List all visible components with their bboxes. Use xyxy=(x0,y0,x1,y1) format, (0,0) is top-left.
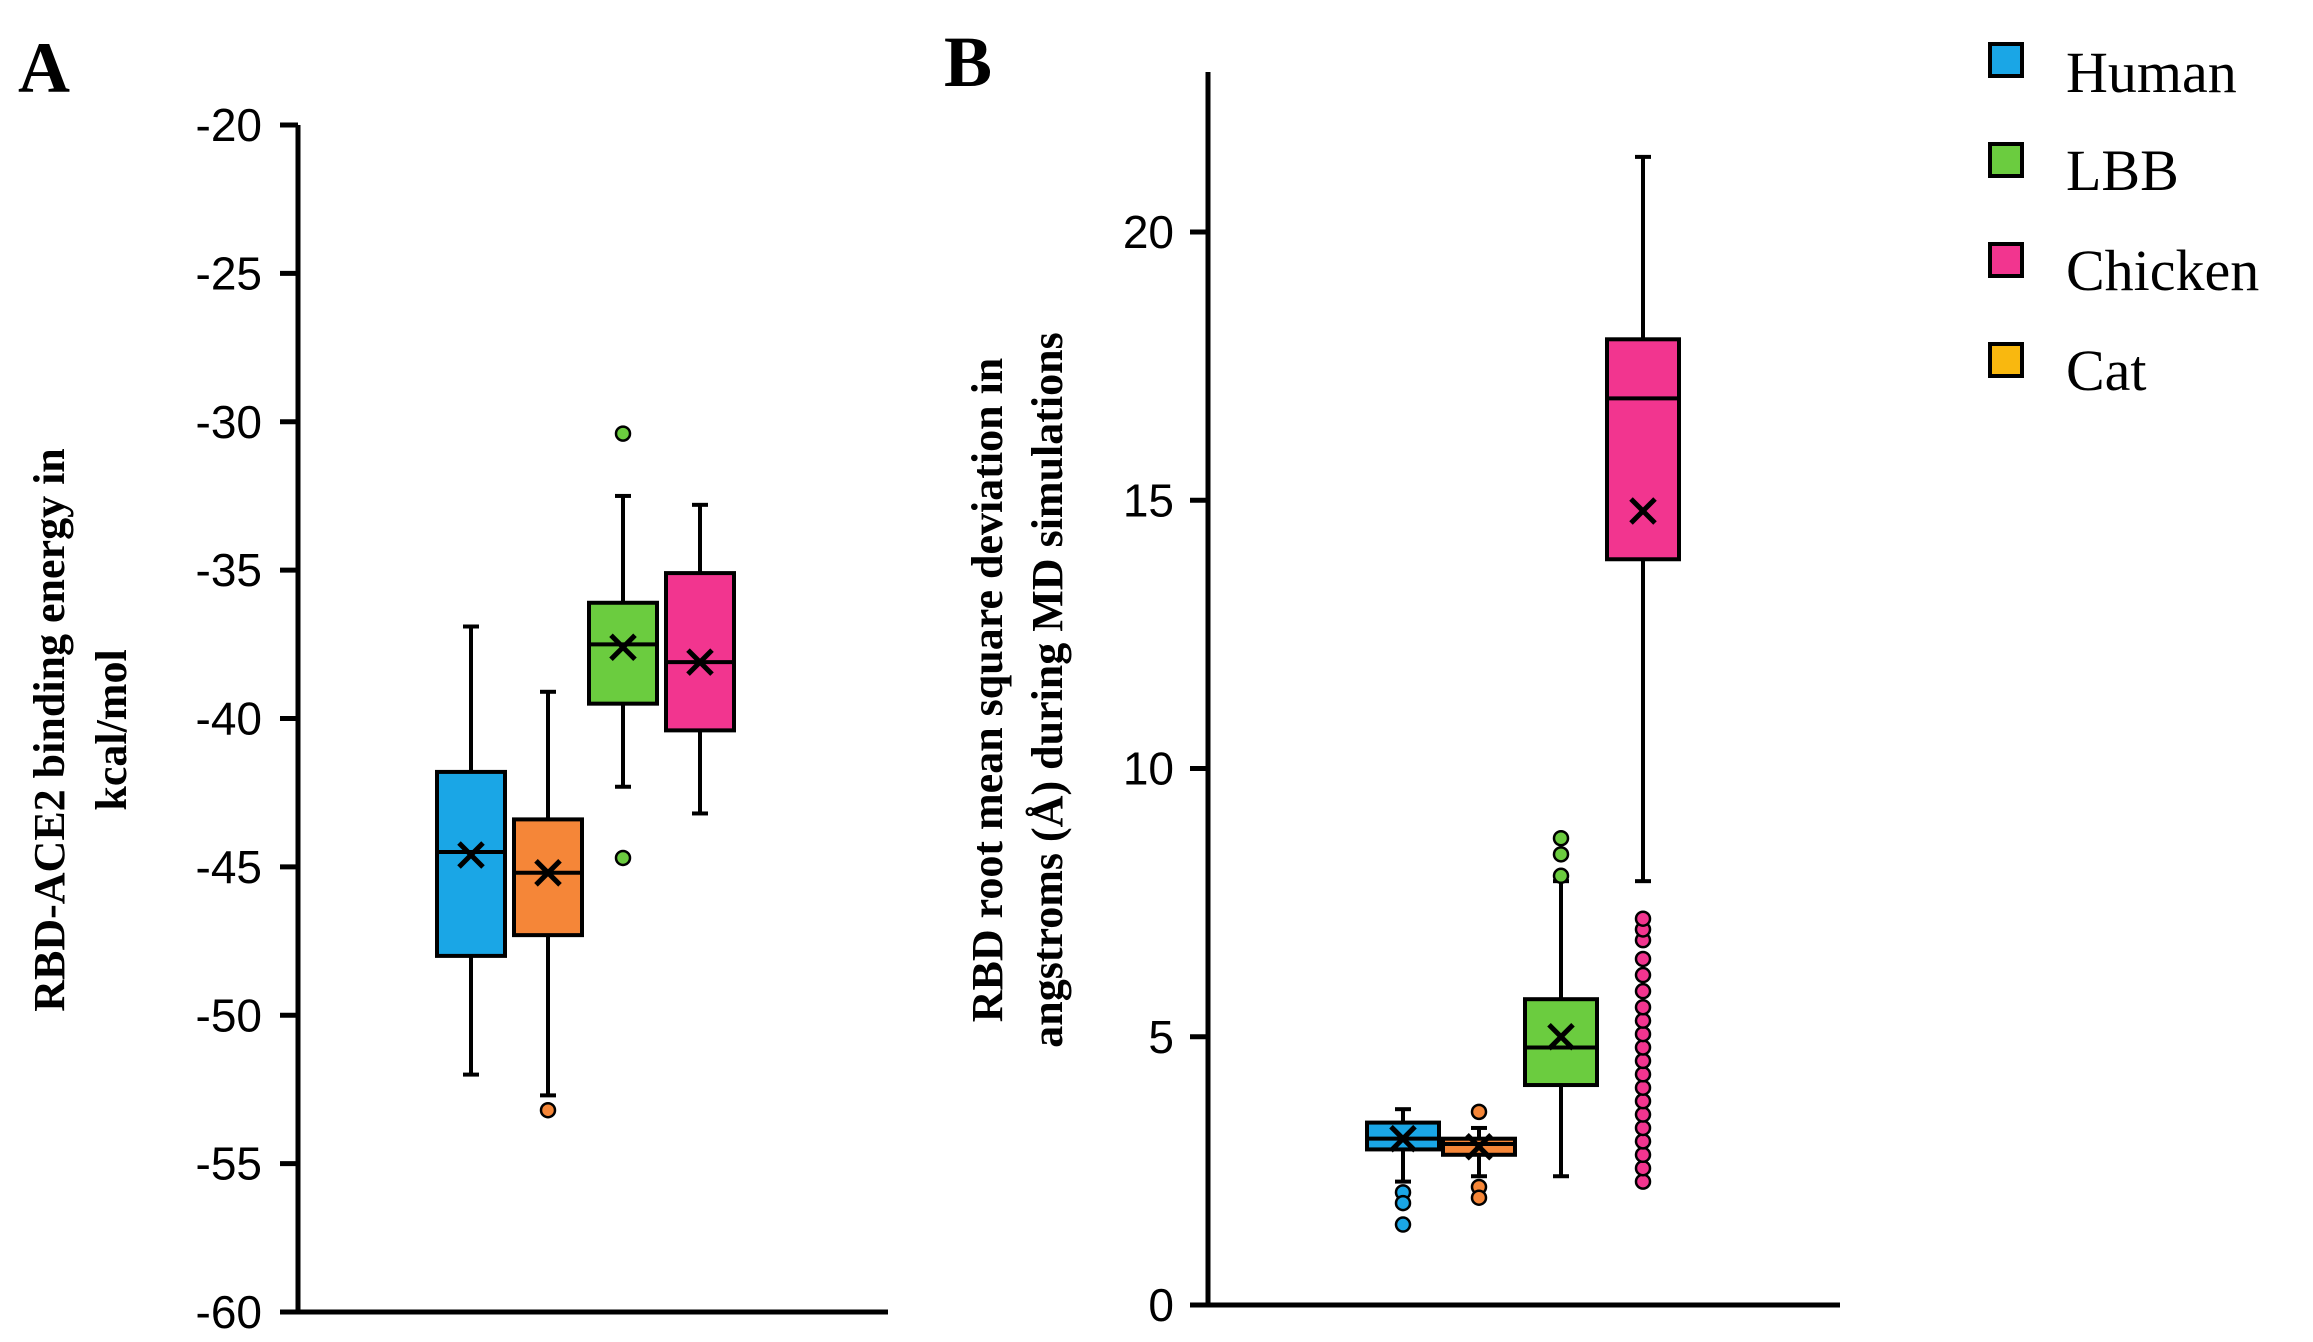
legend-swatch-human xyxy=(1988,42,2024,78)
panel-a-mean-marker-cat xyxy=(534,859,562,887)
panel-a-box-lbb xyxy=(587,425,659,867)
legend-label-human: Human xyxy=(2066,40,2237,105)
panel-a-axes: -20 -25 -30 -35 -40 -45 -50 -55 -60 xyxy=(196,99,888,1338)
panel-a-y-axis-label-line-2: kcal/mol xyxy=(87,649,136,810)
panel-b-outlier-lbb xyxy=(1552,829,1570,847)
panel-b-outlier-lbb xyxy=(1552,846,1570,863)
panel-b-y-tick-label: 10 xyxy=(1123,743,1174,795)
panel-a-boxes xyxy=(435,425,736,1119)
panel-b-boxes xyxy=(1365,154,1681,1233)
panel-a-outlier-cat xyxy=(539,1101,557,1119)
panel-b-outlier-chicken xyxy=(1634,1173,1652,1190)
panel-b-axes: 0 5 10 15 20 xyxy=(1123,72,1840,1331)
panel-a-y-tick-label: -50 xyxy=(196,989,262,1041)
panel-a-mean-marker-lbb xyxy=(609,633,637,662)
panel-b-letter: B xyxy=(944,22,992,102)
panel-a-iqr-box-cat xyxy=(512,817,584,938)
legend-item-human: Human xyxy=(1988,40,2237,105)
panel-b-y-axis-label: RBD root mean square deviation in angstr… xyxy=(963,332,1072,1047)
panel-b-outlier-chicken xyxy=(1634,982,1652,1000)
panel-a-y-tick-label: -25 xyxy=(196,247,262,299)
legend-label-lbb: LBB xyxy=(2066,138,2179,203)
panel-a-y-tick-label: -35 xyxy=(196,544,262,596)
panel-b-outlier-chicken xyxy=(1634,1039,1652,1056)
panel-a-box-chicken xyxy=(664,502,736,816)
panel-a-letter: A xyxy=(18,28,70,108)
panel-a-y-tick-label: -30 xyxy=(196,396,262,448)
panel-a-iqr-box-lbb xyxy=(587,600,659,706)
panel-a-mean-marker-human xyxy=(457,841,485,869)
legend-label-chicken: Chicken xyxy=(2066,238,2259,303)
panel-b-box-cat xyxy=(1441,1103,1517,1206)
panel-a-box-human xyxy=(435,624,507,1077)
panel-a-y-tick-label: -40 xyxy=(196,693,262,745)
panel-a-outlier-lbb xyxy=(614,425,632,442)
panel-b-outlier-chicken xyxy=(1634,1079,1652,1096)
panel-b-outlier-chicken xyxy=(1634,910,1652,927)
legend-item-cat: Cat xyxy=(1988,338,2147,403)
panel-b-y-tick-label: 0 xyxy=(1148,1279,1174,1331)
panel-b-y-axis-label-line-2: angstroms (Å) during MD simulations xyxy=(1023,332,1072,1047)
panel-a-y-axis-label: RBD-ACE2 binding energy in kcal/mol xyxy=(25,448,136,1012)
legend-label-cat: Cat xyxy=(2066,338,2147,403)
panel-a: A RBD-ACE2 binding energy in kcal/mol -2… xyxy=(18,28,888,1338)
legend-swatch-chicken xyxy=(1988,242,2024,278)
panel-b-iqr-box-lbb xyxy=(1523,997,1599,1088)
panel-b-y-axis-label-line-1: RBD root mean square deviation in xyxy=(963,358,1012,1023)
panel-a-y-axis-label-line-1: RBD-ACE2 binding energy in xyxy=(25,448,74,1012)
panel-b-mean-marker-cat xyxy=(1465,1132,1493,1161)
panel-b-outlier-chicken xyxy=(1634,1066,1652,1083)
panel-b-box-lbb xyxy=(1523,829,1599,1179)
panel-b-outlier-human xyxy=(1394,1194,1412,1212)
panel-b-outlier-chicken xyxy=(1634,1025,1652,1043)
panel-a-y-tick-label: -60 xyxy=(196,1286,262,1338)
panel-b-mean-marker-human xyxy=(1389,1124,1417,1153)
panel-b-y-tick-label: 5 xyxy=(1148,1011,1174,1063)
legend-swatch-lbb xyxy=(1988,142,2024,178)
legend-swatch-cat xyxy=(1988,342,2024,378)
panel-a-y-tick-label: -55 xyxy=(196,1138,262,1190)
panel-b-iqr-box-chicken xyxy=(1605,337,1681,562)
panel-b-y-tick-label: 20 xyxy=(1123,206,1174,258)
panel-b-box-chicken xyxy=(1605,154,1681,1190)
panel-b-outlier-chicken xyxy=(1634,1133,1652,1150)
legend-item-chicken: Chicken xyxy=(1988,238,2259,303)
legend-item-lbb: LBB xyxy=(1988,138,2179,203)
panel-a-y-tick-label: -45 xyxy=(196,841,262,893)
panel-b-outlier-chicken xyxy=(1634,1119,1652,1137)
panel-b-outlier-chicken xyxy=(1634,1146,1652,1164)
panel-b-mean-marker-lbb xyxy=(1547,1022,1575,1051)
panel-a-mean-marker-chicken xyxy=(686,648,714,676)
panel-a-y-tick-label: -20 xyxy=(196,99,262,151)
panel-b-outlier-chicken xyxy=(1634,1052,1652,1070)
panel-b-outlier-chicken xyxy=(1634,966,1652,984)
panel-b-mean-marker-chicken xyxy=(1629,497,1657,525)
panel-a-iqr-box-chicken xyxy=(664,571,736,733)
panel-b-outlier-chicken xyxy=(1634,1159,1652,1177)
panel-b-y-tick-label: 15 xyxy=(1123,474,1174,526)
panel-b-outlier-cat xyxy=(1470,1189,1488,1206)
panel-b-outlier-lbb xyxy=(1552,867,1570,885)
panel-b-outlier-cat xyxy=(1470,1103,1488,1121)
panel-b: B RBD root mean square deviation in angs… xyxy=(944,22,1840,1331)
panel-b-outlier-chicken xyxy=(1634,998,1652,1016)
panel-a-box-cat xyxy=(512,689,584,1119)
panel-b-outlier-chicken xyxy=(1634,1092,1652,1110)
legend: Human LBB Chicken Cat xyxy=(1988,40,2259,403)
panel-b-outlier-chicken xyxy=(1634,950,1652,968)
panel-a-iqr-box-human xyxy=(435,769,507,958)
panel-b-box-human xyxy=(1365,1107,1441,1233)
panel-b-outlier-chicken xyxy=(1634,1106,1652,1123)
panel-a-outlier-lbb xyxy=(614,849,632,867)
panel-b-outlier-chicken xyxy=(1634,1012,1652,1029)
panel-b-outlier-human xyxy=(1394,1216,1412,1233)
